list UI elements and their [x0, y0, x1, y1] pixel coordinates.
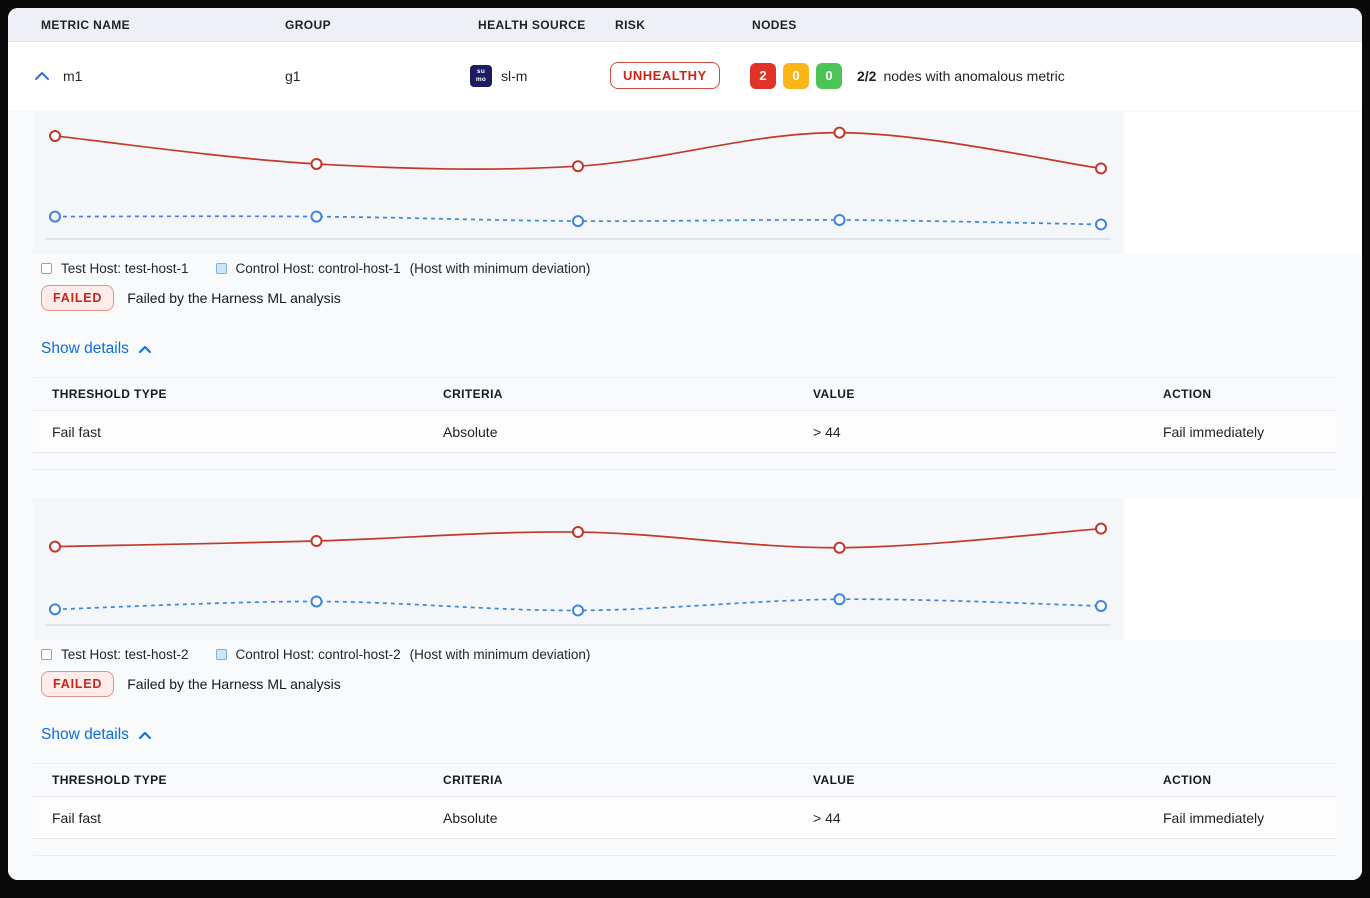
data-point-marker[interactable]: [49, 540, 61, 553]
criteria-header: CRITERIA: [443, 773, 503, 787]
host-analysis-section: Test Host: test-host-1 Control Host: con…: [8, 112, 1362, 470]
failed-status-badge: FAILED: [41, 671, 115, 697]
risk-status-badge: UNHEALTHY: [610, 62, 720, 89]
data-point-marker[interactable]: [49, 129, 61, 142]
value-header: VALUE: [813, 387, 855, 401]
metric-row[interactable]: m1 g1 su mo sl-m UNHEALTHY 2 0 0 2/2 nod…: [8, 42, 1362, 109]
data-point-marker[interactable]: [833, 593, 846, 606]
table-bottom-padding: [33, 839, 1337, 856]
action-cell: Fail immediately: [1163, 423, 1265, 440]
metric-chart-panel: [33, 112, 1123, 254]
group-value: g1: [285, 67, 301, 84]
data-point-marker[interactable]: [1095, 599, 1107, 612]
test-host-checkbox[interactable]: [41, 263, 52, 274]
failed-status-message: Failed by the Harness ML analysis: [127, 676, 341, 692]
metric-name-value: m1: [63, 67, 83, 84]
chevron-up-icon: [138, 731, 151, 739]
column-group: GROUP: [285, 17, 332, 32]
chart-legend: Test Host: test-host-1 Control Host: con…: [41, 261, 1362, 276]
chevron-up-icon: [35, 71, 49, 80]
column-risk: RISK: [615, 17, 646, 32]
data-point-marker[interactable]: [833, 541, 846, 554]
column-metric-name: METRIC NAME: [41, 17, 131, 32]
data-point-marker[interactable]: [310, 535, 323, 547]
data-point-marker[interactable]: [310, 157, 323, 170]
test-host-label: Test Host: test-host-1: [61, 261, 189, 276]
data-point-marker[interactable]: [1095, 218, 1107, 231]
control-host-label: Control Host: control-host-1: [235, 261, 401, 276]
chart-empty-side-panel: [1125, 498, 1361, 640]
action-cell: Fail immediately: [1163, 809, 1265, 826]
threshold-type-cell: Fail fast: [52, 423, 102, 440]
value-cell: > 44: [813, 423, 841, 440]
criteria-cell: Absolute: [443, 423, 498, 440]
criteria-cell: Absolute: [443, 809, 498, 826]
data-point-marker[interactable]: [572, 160, 584, 173]
data-point-marker[interactable]: [49, 210, 61, 223]
legend-item-control-host[interactable]: Control Host: control-host-2: [197, 647, 401, 662]
show-details-toggle[interactable]: Show details: [41, 726, 152, 744]
table-header: METRIC NAME GROUP HEALTH SOURCE RISK NOD…: [8, 8, 1362, 42]
data-point-marker[interactable]: [1095, 522, 1107, 535]
control-host-checkbox[interactable]: [215, 649, 227, 660]
data-point-marker[interactable]: [310, 210, 323, 223]
control-host-checkbox[interactable]: [215, 263, 227, 274]
failed-status-badge: FAILED: [41, 285, 115, 311]
sumo-logic-icon: su mo: [470, 64, 492, 87]
action-header: ACTION: [1163, 773, 1212, 787]
metric-timeseries-chart[interactable]: [33, 498, 1123, 640]
data-point-marker[interactable]: [833, 213, 846, 226]
table-bottom-padding: [33, 453, 1337, 470]
data-point-marker[interactable]: [833, 126, 846, 139]
threshold-type-cell: Fail fast: [52, 809, 102, 826]
metric-chart-panel: [33, 498, 1123, 640]
action-header: ACTION: [1163, 387, 1212, 401]
minimum-deviation-note: (Host with minimum deviation): [409, 261, 591, 276]
threshold-details-table: THRESHOLD TYPE CRITERIA VALUE ACTION Fai…: [33, 377, 1337, 470]
legend-item-control-host[interactable]: Control Host: control-host-1: [197, 261, 401, 276]
criteria-header: CRITERIA: [443, 387, 503, 401]
data-point-marker[interactable]: [310, 595, 323, 608]
column-health-source: HEALTH SOURCE: [478, 17, 586, 32]
threshold-type-header: THRESHOLD TYPE: [52, 773, 167, 787]
chart-legend: Test Host: test-host-2 Control Host: con…: [41, 647, 1362, 662]
metrics-analysis-panel: METRIC NAME GROUP HEALTH SOURCE RISK NOD…: [8, 8, 1362, 880]
column-nodes: NODES: [752, 17, 797, 32]
expanded-metric-details: Test Host: test-host-1 Control Host: con…: [8, 109, 1362, 880]
data-point-marker[interactable]: [572, 604, 584, 617]
table-row: Fail fast Absolute > 44 Fail immediately: [33, 411, 1337, 453]
health-source-name: sl-m: [501, 67, 528, 84]
failed-status-message: Failed by the Harness ML analysis: [127, 290, 341, 306]
legend-item-test-host[interactable]: Test Host: test-host-1: [41, 261, 189, 276]
data-point-marker[interactable]: [1095, 162, 1107, 175]
data-point-marker[interactable]: [572, 215, 584, 228]
test-host-checkbox[interactable]: [41, 649, 52, 660]
sumo-icon-text-top: su: [476, 68, 486, 76]
sumo-icon-text-bottom: mo: [475, 75, 487, 83]
legend-item-test-host[interactable]: Test Host: test-host-2: [41, 647, 189, 662]
data-point-marker[interactable]: [572, 526, 584, 539]
show-details-label: Show details: [41, 726, 129, 743]
data-point-marker[interactable]: [49, 603, 61, 616]
collapse-row-button[interactable]: [32, 69, 52, 83]
chart-empty-side-panel: [1125, 112, 1361, 254]
healthy-nodes-badge: 0: [816, 62, 842, 89]
test-host-label: Test Host: test-host-2: [61, 647, 189, 662]
chevron-up-icon: [138, 345, 151, 353]
host-analysis-section: Test Host: test-host-2 Control Host: con…: [8, 498, 1362, 856]
minimum-deviation-note: (Host with minimum deviation): [409, 647, 591, 662]
value-header: VALUE: [813, 773, 855, 787]
metric-timeseries-chart[interactable]: [33, 112, 1123, 254]
control-host-label: Control Host: control-host-2: [235, 647, 401, 662]
threshold-type-header: THRESHOLD TYPE: [52, 387, 167, 401]
show-details-label: Show details: [41, 340, 129, 357]
value-cell: > 44: [813, 809, 841, 826]
anomalous-nodes-badge: 2: [750, 62, 776, 89]
threshold-details-table: THRESHOLD TYPE CRITERIA VALUE ACTION Fai…: [33, 763, 1337, 856]
show-details-toggle[interactable]: Show details: [41, 340, 152, 358]
warning-nodes-badge: 0: [783, 62, 809, 89]
table-row: Fail fast Absolute > 44 Fail immediately: [33, 797, 1337, 839]
nodes-summary-text: nodes with anomalous metric: [883, 67, 1065, 84]
nodes-ratio: 2/2: [857, 67, 877, 84]
